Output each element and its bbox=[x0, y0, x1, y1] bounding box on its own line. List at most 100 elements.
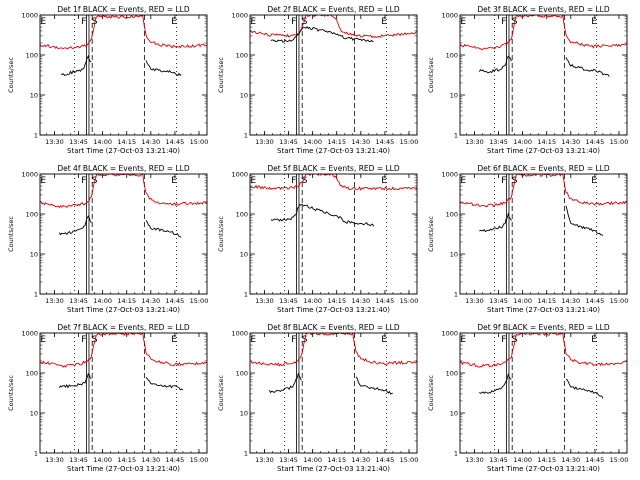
region-label: F bbox=[291, 335, 296, 345]
x-tick-label: 13:45 bbox=[69, 456, 88, 464]
y-tick-label: 1000 bbox=[21, 171, 38, 179]
y-tick-label: 100 bbox=[446, 52, 458, 60]
region-label: E bbox=[40, 335, 46, 345]
series-lld-line bbox=[460, 333, 627, 368]
region-label: E bbox=[381, 335, 387, 345]
x-tick-label: 13:30 bbox=[45, 297, 64, 305]
region-label: F bbox=[81, 335, 86, 345]
panel-title: Det 2f BLACK = Events, RED = LLD bbox=[267, 5, 400, 14]
x-tick-label: 13:45 bbox=[69, 138, 88, 146]
y-tick-label: 1 bbox=[34, 132, 38, 140]
detector-panel-8: Det 8f BLACK = Events, RED = LLD Counts/s… bbox=[217, 323, 418, 473]
region-label: E bbox=[460, 17, 466, 27]
y-tick-label: 100 bbox=[26, 370, 38, 378]
y-tick-label: 10 bbox=[240, 251, 248, 259]
region-label: E bbox=[171, 335, 177, 345]
x-axis-label: Start Time (27-Oct-03 13:21:40) bbox=[277, 465, 390, 473]
x-axis-label: Start Time (27-Oct-03 13:21:40) bbox=[277, 147, 390, 155]
x-tick-label: 14:15 bbox=[537, 138, 556, 146]
region-label: E bbox=[171, 17, 177, 27]
y-tick-label: 1000 bbox=[21, 12, 38, 20]
series-events-line bbox=[58, 215, 182, 238]
y-tick-label: 100 bbox=[26, 52, 38, 60]
x-tick-label: 14:30 bbox=[351, 297, 370, 305]
y-tick-label: 10 bbox=[450, 251, 458, 259]
series-lld-line bbox=[40, 15, 207, 50]
x-tick-label: 14:30 bbox=[141, 297, 160, 305]
plot-frame bbox=[39, 173, 208, 295]
panel-title: Det 9f BLACK = Events, RED = LLD bbox=[477, 323, 610, 332]
y-tick-label: 1 bbox=[34, 450, 38, 458]
x-tick-label: 14:15 bbox=[537, 297, 556, 305]
y-axis-label: Counts/sec bbox=[427, 57, 435, 93]
plot-frame bbox=[249, 14, 418, 136]
x-tick-label: 13:45 bbox=[489, 456, 508, 464]
x-tick-label: 15:00 bbox=[190, 138, 209, 146]
region-label: E bbox=[591, 335, 597, 345]
x-tick-label: 14:00 bbox=[93, 138, 112, 146]
region-label: E bbox=[250, 335, 256, 345]
series-events-line bbox=[479, 373, 604, 399]
series-events-line bbox=[268, 372, 393, 395]
region-label: E bbox=[381, 176, 387, 186]
x-tick-label: 15:00 bbox=[610, 138, 629, 146]
x-tick-label: 14:15 bbox=[117, 456, 136, 464]
y-axis-label: Counts/sec bbox=[7, 57, 15, 93]
y-tick-label: 1 bbox=[454, 291, 458, 299]
x-tick-label: 15:00 bbox=[610, 297, 629, 305]
series-events-line bbox=[270, 25, 374, 43]
series-lld-line bbox=[460, 15, 627, 51]
y-tick-label: 1000 bbox=[231, 330, 248, 338]
x-tick-label: 14:30 bbox=[141, 138, 160, 146]
y-tick-label: 100 bbox=[26, 211, 38, 219]
y-tick-label: 1000 bbox=[441, 330, 458, 338]
x-tick-label: 14:00 bbox=[513, 456, 532, 464]
detector-panel-9: Det 9f BLACK = Events, RED = LLD Counts/s… bbox=[427, 323, 628, 473]
x-tick-label: 13:45 bbox=[489, 138, 508, 146]
region-label: E bbox=[40, 176, 46, 186]
x-axis-label: Start Time (27-Oct-03 13:21:40) bbox=[67, 147, 180, 155]
x-tick-label: 15:00 bbox=[190, 297, 209, 305]
x-tick-label: 13:45 bbox=[69, 297, 88, 305]
y-tick-label: 1 bbox=[244, 450, 248, 458]
x-tick-label: 14:45 bbox=[166, 138, 185, 146]
panel-title: Det 4f BLACK = Events, RED = LLD bbox=[57, 164, 190, 173]
x-axis-label: Start Time (27-Oct-03 13:21:40) bbox=[67, 465, 180, 473]
panel-title: Det 8f BLACK = Events, RED = LLD bbox=[267, 323, 400, 332]
x-tick-label: 14:30 bbox=[561, 456, 580, 464]
detector-panel-4: Det 4f BLACK = Events, RED = LLD Counts/s… bbox=[7, 164, 208, 314]
y-tick-label: 1000 bbox=[231, 12, 248, 20]
plot-frame bbox=[39, 14, 208, 136]
detector-panel-5: Det 5f BLACK = Events, RED = LLD Counts/s… bbox=[217, 164, 418, 314]
y-tick-label: 10 bbox=[30, 251, 38, 259]
x-tick-label: 13:30 bbox=[465, 138, 484, 146]
region-label: F bbox=[501, 176, 506, 186]
x-tick-label: 14:30 bbox=[561, 138, 580, 146]
x-tick-label: 15:00 bbox=[400, 138, 419, 146]
panel-title: Det 1f BLACK = Events, RED = LLD bbox=[57, 5, 190, 14]
x-tick-label: 13:30 bbox=[45, 138, 64, 146]
x-tick-label: 14:45 bbox=[376, 138, 395, 146]
y-axis-label: Counts/sec bbox=[427, 375, 435, 411]
y-tick-label: 10 bbox=[30, 92, 38, 100]
x-tick-label: 14:30 bbox=[351, 456, 370, 464]
series-events-line bbox=[270, 203, 375, 227]
x-tick-label: 13:45 bbox=[279, 456, 298, 464]
y-tick-label: 10 bbox=[450, 410, 458, 418]
x-axis-label: Start Time (27-Oct-03 13:21:40) bbox=[277, 306, 390, 314]
plot-frame bbox=[459, 332, 628, 454]
x-axis-label: Start Time (27-Oct-03 13:21:40) bbox=[487, 306, 600, 314]
x-tick-label: 14:15 bbox=[537, 456, 556, 464]
y-axis-label: Counts/sec bbox=[7, 375, 15, 411]
region-label: E bbox=[40, 17, 46, 27]
y-tick-label: 1000 bbox=[441, 171, 458, 179]
x-tick-label: 15:00 bbox=[400, 297, 419, 305]
panel-title: Det 5f BLACK = Events, RED = LLD bbox=[267, 164, 400, 173]
series-lld-line bbox=[250, 15, 417, 39]
x-tick-label: 15:00 bbox=[400, 456, 419, 464]
detector-panel-7: Det 7f BLACK = Events, RED = LLD Counts/s… bbox=[7, 323, 208, 473]
region-label: E bbox=[171, 176, 177, 186]
region-label: E bbox=[460, 176, 466, 186]
region-label: F bbox=[501, 335, 506, 345]
y-axis-label: Counts/sec bbox=[217, 216, 225, 252]
